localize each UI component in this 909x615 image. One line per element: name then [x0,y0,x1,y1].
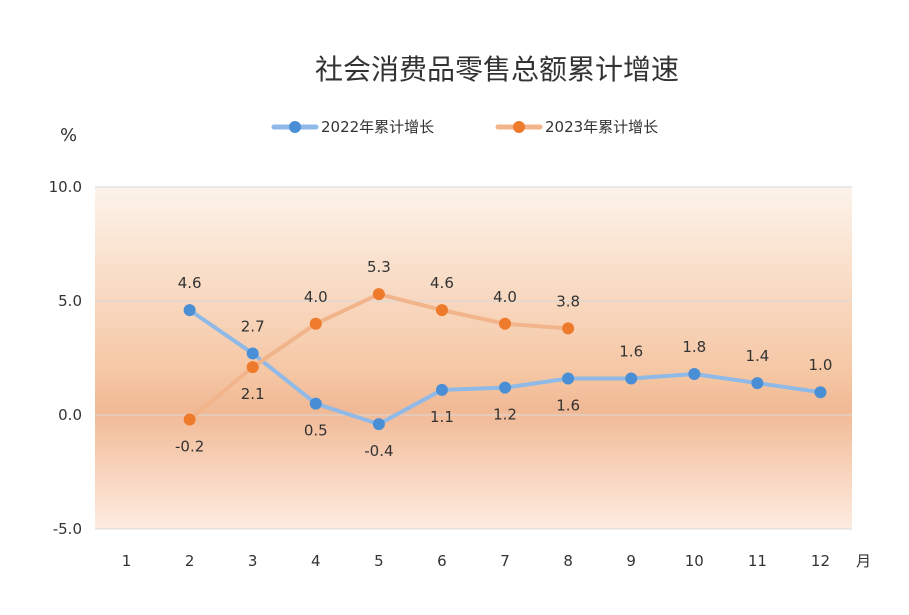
data-point [309,317,322,330]
data-point [246,361,259,374]
data-point [562,322,575,335]
x-tick-label: 11 [748,552,767,570]
gridlines [95,186,852,530]
series-1 [183,288,575,426]
legend-item-2022: 2022年累计增长 [271,118,434,136]
data-label: 4.6 [430,274,454,292]
data-point [309,397,322,410]
data-label: 1.6 [619,343,643,361]
data-label: 4.6 [178,274,202,292]
x-tick-label: 7 [500,552,510,570]
x-tick-label: 12 [811,552,830,570]
legend-label-2022: 2022年累计增长 [321,118,434,136]
x-tick-label: 4 [311,552,321,570]
data-label: 1.0 [809,356,833,374]
x-tick-label: 1 [122,552,132,570]
data-label: -0.2 [175,438,204,456]
y-axis-ticks: 10.0 5.0 0.0 -5.0 [49,178,82,538]
data-point [688,367,701,380]
x-tick-label: 6 [437,552,447,570]
x-axis-unit: 月 [856,552,871,570]
data-label: 2.1 [241,385,265,403]
data-point [435,304,448,317]
x-tick-label: 5 [374,552,384,570]
data-point [751,377,764,390]
legend-label-2023: 2023年累计增长 [545,118,658,136]
data-label: 1.6 [556,397,580,415]
x-axis-ticks: 1 2 3 4 5 6 7 8 9 10 11 12 [122,552,830,570]
data-point [372,418,385,431]
data-label: 1.1 [430,408,454,426]
data-point [372,288,385,301]
y-tick-label: 10.0 [49,178,82,196]
data-label: 1.8 [682,338,706,356]
series-0 [183,304,827,431]
data-point [499,317,512,330]
data-point [814,386,827,399]
data-label: 4.0 [493,288,517,306]
legend: 2022年累计增长 2023年累计增长 [271,118,658,136]
data-label: 0.5 [304,422,328,440]
data-label: 5.3 [367,258,391,276]
x-tick-label: 8 [563,552,573,570]
x-tick-label: 10 [685,552,704,570]
data-label: -0.4 [364,442,393,460]
chart-title: 社会消费品零售总额累计增速 [315,53,679,86]
data-label: 1.4 [745,347,769,365]
data-label: 2.7 [241,317,265,335]
data-label: 4.0 [304,288,328,306]
x-tick-label: 3 [248,552,258,570]
data-point [183,304,196,317]
data-point [183,413,196,426]
data-label: 1.2 [493,406,517,424]
y-axis-unit: % [60,125,77,146]
data-point [499,381,512,394]
data-point [246,347,259,360]
y-tick-label: 0.0 [58,406,82,424]
y-tick-label: 5.0 [58,292,82,310]
data-label: 3.8 [556,292,580,310]
x-tick-label: 9 [626,552,636,570]
plot-area [95,187,852,529]
x-tick-label: 2 [185,552,195,570]
data-point [435,383,448,396]
y-tick-label: -5.0 [53,520,82,538]
data-point [562,372,575,385]
series-layer [183,288,827,431]
legend-item-2023: 2023年累计增长 [495,118,658,136]
data-labels: 4.6 2.7 0.5 -0.4 1.1 1.2 1.6 1.6 1.8 1.4 1.0 -0.2 2.… [175,258,832,460]
data-point [625,372,638,385]
